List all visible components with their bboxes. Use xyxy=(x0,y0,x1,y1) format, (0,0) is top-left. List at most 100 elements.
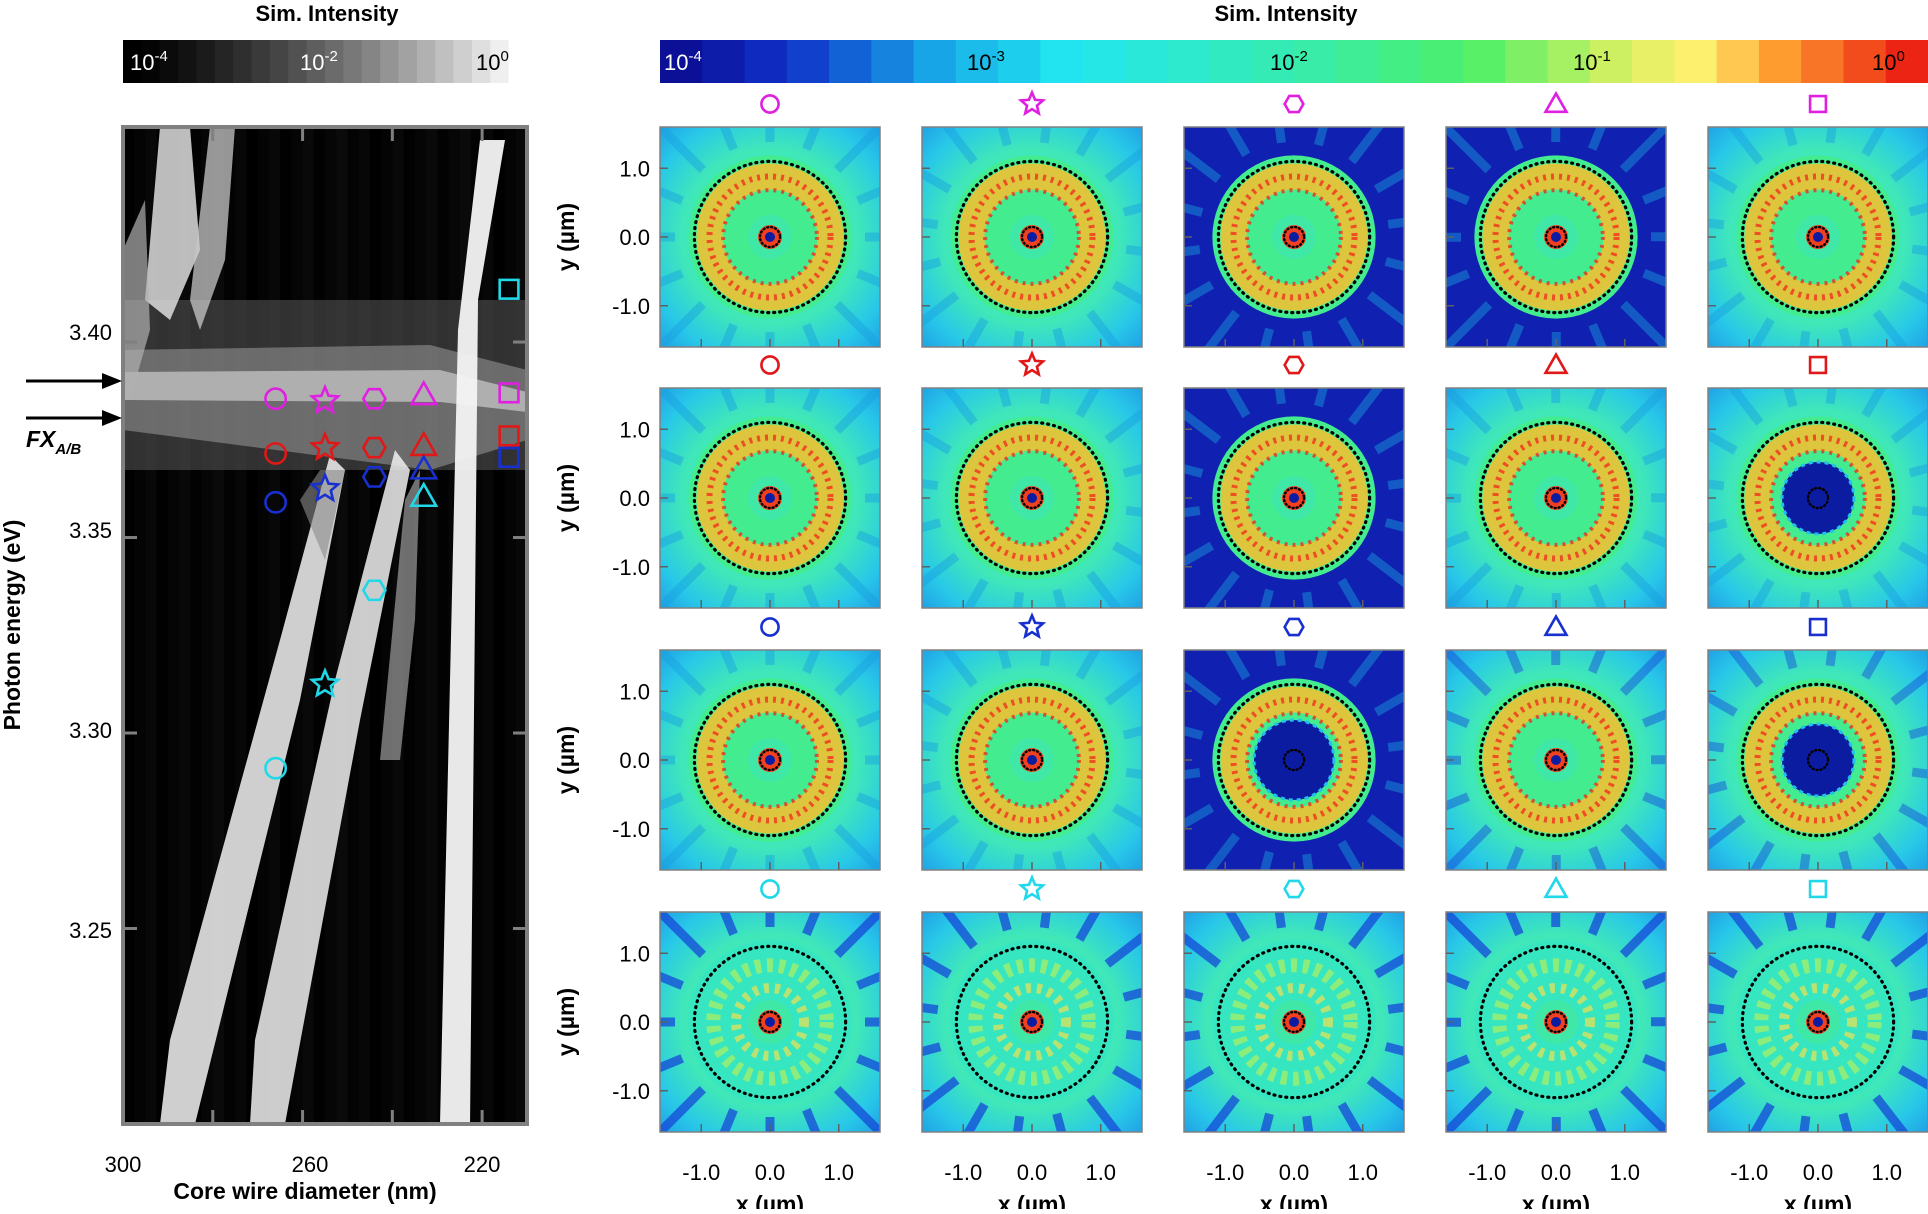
mode-map-core-center xyxy=(1289,493,1299,503)
mode-map-ytick-label: 0.0 xyxy=(619,1010,650,1035)
right-colorbar-band xyxy=(1505,40,1548,83)
mode-map-core-center xyxy=(1027,1017,1037,1027)
right-colorbar-title: Sim. Intensity xyxy=(1214,1,1358,26)
mode-map-core-center xyxy=(1551,232,1561,242)
mode-map-marker-cyan-square xyxy=(1810,881,1826,897)
left-colorbar-band xyxy=(435,40,454,83)
heatmap-ytick-label-330: 3.30 xyxy=(69,718,112,743)
left-colorbar-band xyxy=(196,40,215,83)
mode-map-core-center xyxy=(1289,232,1299,242)
right-colorbar-band xyxy=(829,40,872,83)
heatmap-column xyxy=(235,127,247,1124)
mode-map-y-axis-title: y (µm) xyxy=(553,203,579,271)
mode-map-marker-magenta-triangle xyxy=(1546,94,1567,112)
mode-map-xtick-label: -1.0 xyxy=(944,1160,982,1185)
mode-map-xtick-label: 0.0 xyxy=(1803,1160,1834,1185)
mode-map-ytick-label: -1.0 xyxy=(612,1079,650,1104)
mode-map-panel xyxy=(1630,49,1928,426)
mode-map-marker-blue-triangle xyxy=(1546,617,1567,635)
mode-map-marker-red-circle xyxy=(761,356,778,373)
mode-map-core-center xyxy=(765,493,775,503)
right-colorbar-band xyxy=(1421,40,1464,83)
mode-map-xtick-label: -1.0 xyxy=(1730,1160,1768,1185)
heatmap-column xyxy=(325,127,337,1124)
mode-map-panel: 1.00.0-1.0y (µm) xyxy=(553,47,960,427)
heatmap-column xyxy=(314,127,326,1124)
fx-label: FXA/B xyxy=(26,426,81,458)
mode-map-core-center xyxy=(1027,493,1037,503)
mode-map-panel xyxy=(1366,570,1746,950)
mode-map-panel: -1.0 0.0 1.0 x (µm) xyxy=(1366,832,1746,1209)
mode-map-marker-red-triangle xyxy=(1546,355,1567,373)
mode-map-field xyxy=(1106,572,1483,949)
mode-map-panel: 1.00.0-1.0y (µm) xyxy=(553,570,960,950)
mode-map-ytick-label: -1.0 xyxy=(612,555,650,580)
mode-map-xtick-label: 0.0 xyxy=(1017,1160,1048,1185)
mode-map-x-axis-title: x (µm) xyxy=(1784,1191,1852,1209)
mode-map-field xyxy=(1106,310,1483,687)
mode-map-ytick-label: -1.0 xyxy=(612,817,650,842)
mode-map-marker-cyan-circle xyxy=(761,880,778,897)
mode-map-field xyxy=(1106,834,1483,1209)
heatmap-xtick-label-220: 220 xyxy=(464,1152,501,1177)
mode-map-core-center xyxy=(1027,232,1037,242)
mode-map-xtick-label: -1.0 xyxy=(1468,1160,1506,1185)
mode-map-ytick-label: 0.0 xyxy=(619,486,650,511)
mode-map-marker-red-hexagon xyxy=(1285,357,1304,373)
mode-map-panel xyxy=(1366,47,1746,427)
left-colorbar-band xyxy=(398,40,417,83)
mode-map-field xyxy=(1630,834,1928,1209)
mode-map-xtick-label: 0.0 xyxy=(1541,1160,1572,1185)
mode-map-panel xyxy=(1106,572,1483,949)
heatmap-y-axis-title: Photon energy (eV) xyxy=(0,520,25,731)
right-colorbar-band xyxy=(702,40,745,83)
heatmap-column xyxy=(426,127,438,1124)
mode-map-y-axis-title: y (µm) xyxy=(553,726,579,794)
mode-map-marker-blue-hexagon xyxy=(1285,619,1304,635)
mode-map-panel xyxy=(1630,310,1928,687)
mode-map-field xyxy=(1366,570,1746,950)
mode-map-panel xyxy=(844,572,1221,949)
left-colorbar-band xyxy=(252,40,271,83)
mode-map-marker-blue-star xyxy=(1021,615,1043,636)
heatmap-column xyxy=(336,127,348,1124)
mode-map-x-axis-title: x (µm) xyxy=(1522,1191,1590,1209)
right-colorbar-band xyxy=(1632,40,1675,83)
mode-map-xtick-label: 1.0 xyxy=(1609,1160,1640,1185)
right-colorbar-band xyxy=(1379,40,1422,83)
mode-map-xtick-label: 0.0 xyxy=(755,1160,786,1185)
heatmap-column xyxy=(482,127,494,1124)
heatmap-column xyxy=(493,127,505,1124)
mode-map-core-center xyxy=(765,755,775,765)
mode-map-xtick-label: 1.0 xyxy=(1871,1160,1902,1185)
mode-map-panel: -1.0 0.0 1.0 x (µm) xyxy=(1630,834,1928,1209)
left-colorbar-band xyxy=(178,40,197,83)
right-colorbar-band xyxy=(1463,40,1506,83)
left-colorbar-band xyxy=(215,40,234,83)
right-colorbar-band xyxy=(1167,40,1210,83)
mode-map-core-center xyxy=(1289,1017,1299,1027)
mode-map-xtick-label: -1.0 xyxy=(682,1160,720,1185)
mode-map-marker-red-star xyxy=(1021,353,1043,374)
mode-map-xtick-label: 1.0 xyxy=(1347,1160,1378,1185)
mode-map-panel xyxy=(844,310,1221,687)
mode-map-xtick-label: 1.0 xyxy=(823,1160,854,1185)
mode-map-field xyxy=(844,310,1221,687)
mode-map-marker-cyan-star xyxy=(1021,877,1043,898)
right-colorbar-band xyxy=(914,40,957,83)
mode-map-ytick-label: -1.0 xyxy=(612,294,650,319)
mode-map-marker-blue-square xyxy=(1810,619,1826,635)
fx-arrows xyxy=(26,373,122,426)
heatmap-column xyxy=(505,127,517,1124)
mode-map-panel xyxy=(1366,308,1746,688)
mode-map-x-axis-title: x (µm) xyxy=(736,1191,804,1209)
mode-map-x-axis-title: x (µm) xyxy=(998,1191,1066,1209)
mode-map-y-axis-title: y (µm) xyxy=(553,988,579,1056)
right-colorbar-band xyxy=(1717,40,1760,83)
mode-map-core-void xyxy=(1782,462,1854,534)
right-colorbar-band xyxy=(1209,40,1252,83)
mode-map-field xyxy=(1630,310,1928,687)
right-colorbar-band xyxy=(1336,40,1379,83)
mode-map-ytick-label: 1.0 xyxy=(619,679,650,704)
